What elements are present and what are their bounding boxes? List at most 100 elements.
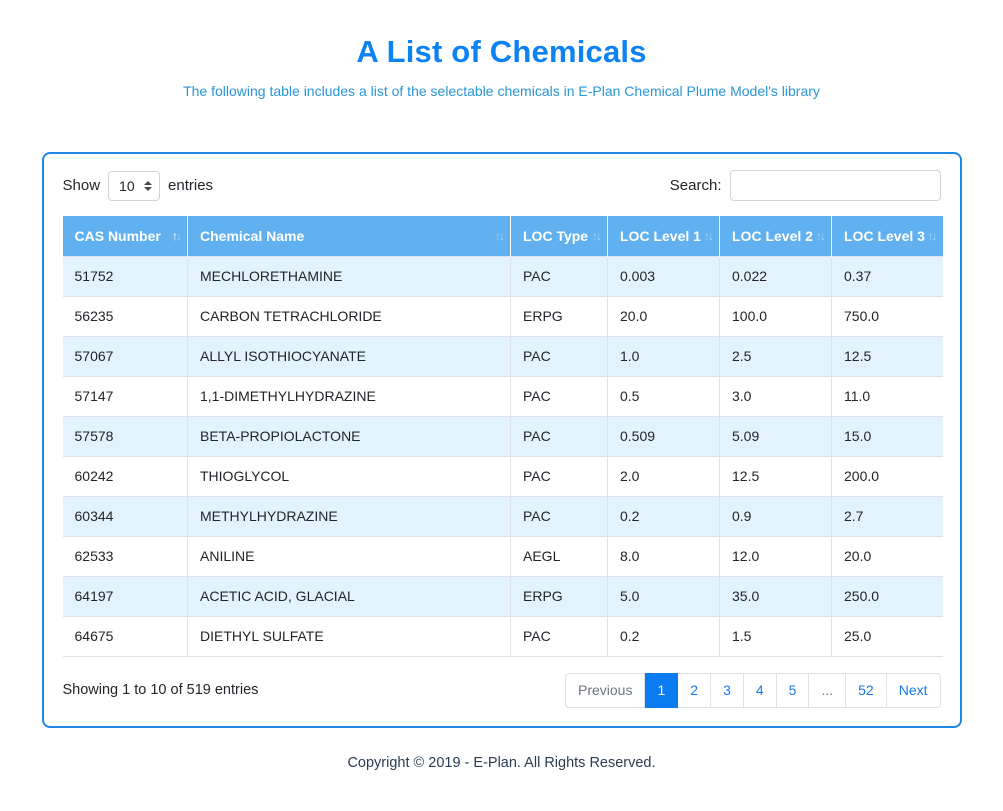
column-header-chemical-name[interactable]: Chemical Name ↑↓ (187, 216, 511, 256)
column-header-label: LOC Level 1 (620, 227, 701, 244)
table-cell: 60242 (62, 455, 188, 497)
table-cell: PAC (510, 415, 608, 457)
page-title: A List of Chemicals (356, 34, 647, 69)
table-cell: 2.0 (607, 455, 720, 497)
table-cell: 57578 (62, 415, 188, 457)
sort-icon: ↑↓ (816, 228, 826, 243)
page-length-control: Show 10 entries (62, 170, 214, 201)
table-cell: 1,1-DIMETHYLHYDRAZINE (187, 375, 511, 417)
table-row: 60344 METHYLHYDRAZINE PAC 0.2 0.9 2.7 (62, 495, 943, 537)
table-cell: 0.9 (719, 495, 832, 537)
table-cell: PAC (510, 375, 608, 417)
sort-icon: ↑↓ (927, 228, 938, 243)
column-header-label: Chemical Name (200, 227, 305, 244)
table-row: 62533 ANILINE AEGL 8.0 12.0 20.0 (62, 535, 943, 577)
search-input[interactable] (729, 170, 941, 201)
column-header-loc-level-3[interactable]: LOC Level 3 ↑↓ (831, 216, 943, 256)
entries-label: entries (168, 177, 214, 194)
table-cell: PAC (510, 335, 608, 377)
table-cell: 35.0 (719, 575, 832, 617)
column-header-loc-level-1[interactable]: LOC Level 1 ↑↓ (607, 216, 720, 256)
chemicals-table: CAS Number ↑↓ Chemical Name ↑↓ LOC Type ↑↓ LOC… (62, 216, 943, 657)
pagination-52[interactable]: 52 (846, 672, 887, 708)
table-cell: PAC (510, 255, 608, 297)
table-cell: 12.5 (719, 455, 832, 497)
table-cell: 0.37 (831, 255, 943, 297)
table-cell: CARBON TETRACHLORIDE (187, 295, 511, 337)
table-cell: 11.0 (831, 375, 943, 417)
pagination-next[interactable]: Next (886, 672, 941, 708)
select-spinner-icon (144, 180, 153, 191)
page-subtitle: The following table includes a list of t… (183, 83, 820, 99)
table-cell: 750.0 (831, 295, 943, 337)
table-cell: MECHLORETHAMINE (187, 255, 511, 297)
table-cell: 2.5 (719, 335, 832, 377)
table-cell: DIETHYL SULFATE (187, 615, 511, 657)
table-cell: 100.0 (719, 295, 832, 337)
table-cell: 25.0 (831, 615, 943, 657)
table-cell: ACETIC ACID, GLACIAL (187, 575, 511, 617)
table-cell: 64197 (62, 575, 188, 617)
table-cell: 51752 (62, 255, 188, 297)
pagination-3[interactable]: 3 (711, 672, 744, 708)
pagination-2[interactable]: 2 (678, 672, 712, 708)
table-cell: 5.09 (719, 415, 832, 457)
table-cell: 62533 (62, 535, 188, 577)
sort-icon: ↑↓ (704, 228, 714, 243)
column-header-label: LOC Type (523, 227, 589, 244)
page-header: A List of Chemicals The following table … (0, 0, 1003, 99)
table-cell: 0.022 (719, 255, 832, 297)
pagination-5[interactable]: 5 (776, 672, 810, 708)
table-cell: 20.0 (607, 295, 720, 337)
copyright-text: Copyright © 2019 - E-Plan. All Rights Re… (347, 755, 656, 771)
table-cell: 2.7 (831, 495, 943, 537)
table-cell: 56235 (62, 295, 188, 337)
search-label: Search: (669, 177, 722, 194)
column-header-loc-type[interactable]: LOC Type ↑↓ (510, 216, 608, 256)
table-row: 57578 BETA-PROPIOLACTONE PAC 0.509 5.09 15.0 (62, 415, 943, 457)
column-header-loc-level-2[interactable]: LOC Level 2 ↑↓ (719, 216, 832, 256)
table-body: 51752 MECHLORETHAMINE PAC 0.003 0.022 0.37 562… (62, 255, 943, 657)
table-cell: 250.0 (831, 575, 943, 617)
table-row: 64675 DIETHYL SULFATE PAC 0.2 1.5 25.0 (62, 615, 943, 657)
table-cell: 57147 (62, 375, 188, 417)
table-cell: 0.5 (607, 375, 720, 417)
column-header-label: LOC Level 3 (844, 227, 925, 244)
table-cell: 5.0 (607, 575, 720, 617)
pagination-1[interactable]: 1 (645, 672, 679, 708)
column-header-label: LOC Level 2 (732, 227, 813, 244)
show-label: Show (62, 177, 101, 194)
sort-icon: ↑↓ (495, 228, 505, 243)
table-cell: 12.5 (831, 335, 943, 377)
table-row: 57147 1,1-DIMETHYLHYDRAZINE PAC 0.5 3.0 11.0 (62, 375, 943, 417)
pagination-4[interactable]: 4 (743, 672, 777, 708)
table-cell: 57067 (62, 335, 188, 377)
table-cell: 1.0 (607, 335, 720, 377)
table-cell: THIOGLYCOL (187, 455, 511, 497)
table-row: 57067 ALLYL ISOTHIOCYANATE PAC 1.0 2.5 12.5 (62, 335, 943, 377)
table-cell: ALLYL ISOTHIOCYANATE (187, 335, 511, 377)
table-cell: ANILINE (187, 535, 511, 577)
table-row: 51752 MECHLORETHAMINE PAC 0.003 0.022 0.37 (62, 255, 943, 297)
table-cell: 20.0 (831, 535, 943, 577)
pagination-previous: Previous (565, 672, 646, 708)
table-footer: Showing 1 to 10 of 519 entries Previous 1… (62, 672, 941, 708)
pagination: Previous 1 2 3 4 5... 52 Next (565, 672, 941, 708)
column-header-label: CAS Number (74, 227, 161, 244)
table-cell: 12.0 (719, 535, 832, 577)
table-cell: 0.2 (607, 615, 720, 657)
table-controls: Show 10 entries Search: (63, 170, 941, 201)
table-cell: 60344 (62, 495, 188, 537)
column-header-cas-number[interactable]: CAS Number ↑↓ (62, 216, 188, 256)
table-cell: METHYLHYDRAZINE (187, 495, 511, 537)
table-cell: AEGL (510, 535, 608, 577)
pagination-dotdotdot: ... (809, 672, 847, 708)
table-cell: 64675 (62, 615, 188, 657)
table-cell: PAC (510, 455, 608, 497)
entries-info: Showing 1 to 10 of 519 entries (62, 682, 259, 699)
table-cell: 0.003 (607, 255, 720, 297)
search-control: Search: (670, 170, 941, 201)
table-cell: 0.509 (607, 415, 720, 457)
page-length-select[interactable]: 10 (108, 170, 161, 201)
table-cell: PAC (510, 615, 608, 657)
